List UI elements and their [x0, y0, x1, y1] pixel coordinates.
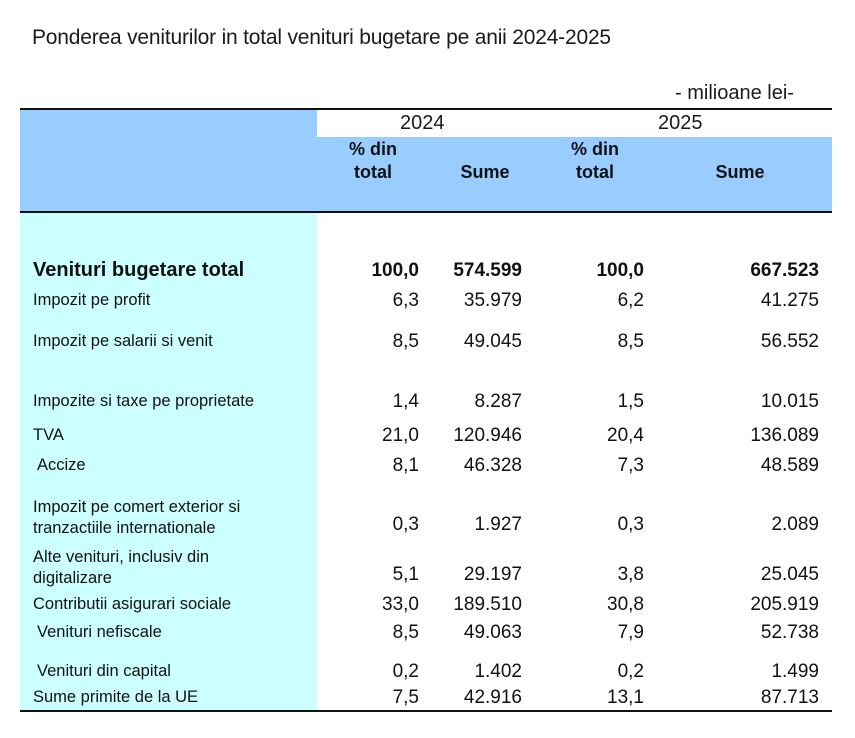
pct-2025: 13,1: [607, 687, 644, 708]
row-label: TVA: [33, 426, 64, 444]
pct-2024: 100,0: [371, 260, 419, 281]
sum-2024: 574.599: [453, 260, 522, 281]
sum-2025: 2.089: [771, 514, 819, 535]
sum-2024: 120.946: [453, 425, 522, 446]
sum-2024: 42.916: [463, 687, 522, 708]
pct-2025: 100,0: [596, 260, 644, 281]
col-header-text: % din: [571, 139, 619, 159]
row-label: Sume primite de la UE: [33, 688, 199, 706]
pct-2025: 3,8: [617, 564, 644, 585]
sum-2025: 48.589: [760, 455, 819, 476]
sum-2025: 136.089: [750, 425, 819, 446]
sum-2025: 52.738: [760, 622, 819, 643]
table-top-rule: [20, 108, 832, 110]
pct-2025: 1,5: [617, 391, 644, 412]
pct-2024: 5,1: [392, 564, 419, 585]
pct-2024: 1,4: [392, 391, 419, 412]
pct-2025: 0,3: [617, 514, 644, 535]
pct-2025: 30,8: [607, 594, 644, 615]
col-header-text: total: [354, 162, 392, 182]
sum-2024: 49.063: [463, 622, 522, 643]
sum-2025: 667.523: [750, 260, 819, 281]
year-2025-header: 2025: [658, 112, 703, 134]
header-bottom-rule: [20, 211, 832, 213]
pct-2024: 8,5: [392, 622, 419, 643]
pct-2024: 7,5: [392, 687, 419, 708]
col-header-text: % din: [349, 139, 397, 159]
pct-2024: 8,1: [392, 455, 419, 476]
sum-2024: 29.197: [463, 564, 522, 585]
pct-2025: 7,9: [617, 622, 644, 643]
pct-2024: 33,0: [382, 594, 419, 615]
year-2024-header: 2024: [400, 112, 445, 134]
pct-2024: 0,3: [392, 514, 419, 535]
sum-2025: 41.275: [760, 290, 819, 311]
row-label: Accize: [37, 456, 86, 474]
revenue-table: 2024 2025 % din total Sume % din total S…: [20, 108, 832, 712]
pct-2025: 20,4: [607, 425, 644, 446]
col-header-text: total: [576, 162, 614, 182]
row-label-line2: digitalizare: [33, 569, 112, 587]
sum-2024: 1.927: [474, 514, 522, 535]
sum-2024: 46.328: [463, 455, 522, 476]
col-header-pct-2025: % din total: [560, 138, 630, 184]
sum-2024: 1.402: [474, 661, 522, 682]
row-label: Alte venituri, inclusiv din digitalizare: [33, 547, 209, 589]
pct-2024: 8,5: [392, 331, 419, 352]
page-title: Ponderea veniturilor in total venituri b…: [32, 26, 611, 49]
table-bottom-rule: [20, 710, 832, 712]
sum-2025: 205.919: [750, 594, 819, 615]
sum-2025: 1.499: [771, 661, 819, 682]
sum-2025: 87.713: [760, 687, 819, 708]
pct-2025: 6,2: [617, 290, 644, 311]
sum-2024: 35.979: [463, 290, 522, 311]
row-label: Venituri nefiscale: [37, 623, 162, 641]
row-label: Impozite si taxe pe proprietate: [33, 392, 255, 410]
col-header-sum-2024: Sume: [460, 162, 510, 182]
row-label-line2: tranzactiile internationale: [33, 519, 216, 537]
row-label: Venituri din capital: [37, 662, 171, 680]
pct-2025: 0,2: [617, 661, 644, 682]
sum-2024: 49.045: [463, 331, 522, 352]
sum-2025: 56.552: [760, 331, 819, 352]
sum-2024: 8.287: [474, 391, 522, 412]
row-label-line1: Impozit pe comert exterior si: [33, 498, 241, 516]
header-label-cell: [20, 110, 317, 211]
pct-2025: 8,5: [617, 331, 644, 352]
row-label-line1: Alte venituri, inclusiv din: [33, 548, 210, 566]
col-header-sum-2025: Sume: [715, 162, 765, 182]
pct-2024: 21,0: [382, 425, 419, 446]
pct-2024: 6,3: [392, 290, 419, 311]
column-header-row: [317, 137, 832, 211]
row-label: Venituri bugetare total: [33, 259, 245, 281]
sum-2025: 25.045: [760, 564, 819, 585]
label-column: [20, 213, 317, 710]
year-header-row: [317, 110, 832, 137]
pct-2025: 7,3: [617, 455, 644, 476]
row-label: Impozit pe comert exterior si tranzactii…: [33, 497, 240, 539]
row-label: Impozit pe profit: [33, 291, 151, 309]
sum-2025: 10.015: [760, 391, 819, 412]
col-header-pct-2024: % din total: [338, 138, 408, 184]
pct-2024: 0,2: [392, 661, 419, 682]
unit-note: - milioane lei-: [675, 82, 794, 104]
row-label: Contributii asigurari sociale: [33, 595, 232, 613]
sum-2024: 189.510: [453, 594, 522, 615]
row-label: Impozit pe salarii si venit: [33, 332, 213, 350]
